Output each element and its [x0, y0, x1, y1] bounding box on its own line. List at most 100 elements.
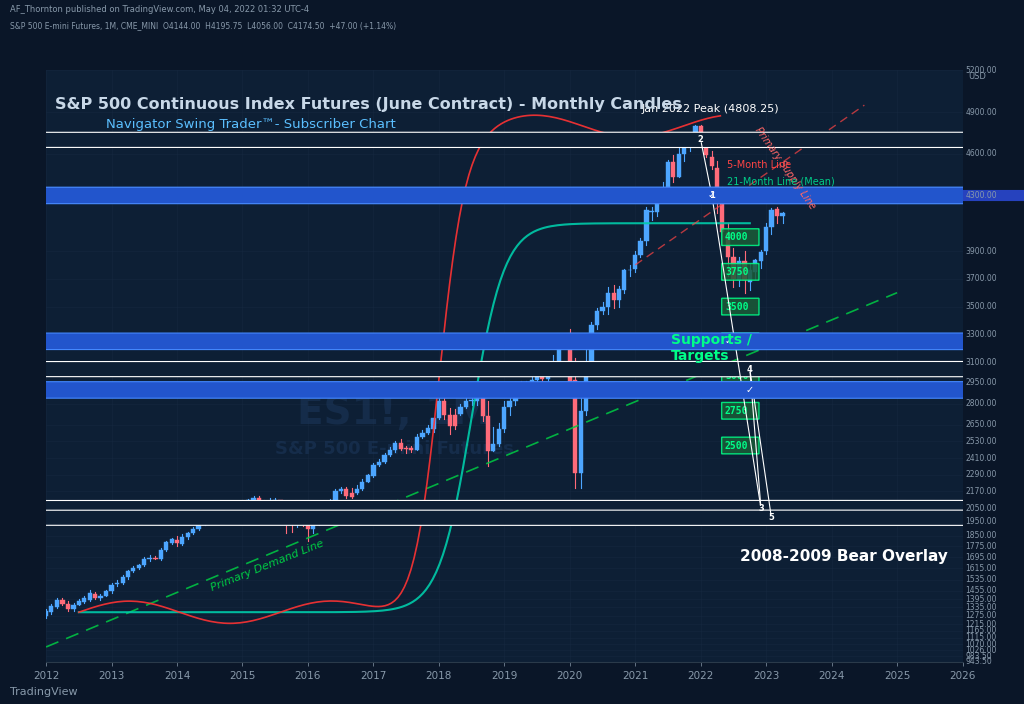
Circle shape: [0, 187, 1024, 203]
Bar: [541, 373, 545, 379]
Bar: [480, 390, 484, 415]
Bar: [126, 571, 130, 577]
Bar: [775, 209, 779, 216]
Bar: [366, 475, 371, 482]
Bar: [687, 141, 691, 144]
Bar: [703, 143, 708, 155]
Text: Jan 2022 Peak (4808.25): Jan 2022 Peak (4808.25): [642, 104, 779, 114]
Text: ✓: ✓: [724, 337, 732, 346]
Bar: [279, 500, 283, 503]
Bar: [421, 433, 425, 437]
FancyBboxPatch shape: [722, 367, 759, 384]
Text: 2: 2: [697, 135, 703, 144]
Bar: [137, 565, 141, 567]
Bar: [726, 233, 730, 256]
Text: 3000: 3000: [725, 371, 749, 381]
Bar: [49, 606, 53, 612]
Bar: [497, 429, 501, 444]
Bar: [60, 600, 65, 604]
Text: 1950.00: 1950.00: [966, 517, 997, 527]
Bar: [224, 510, 228, 517]
Text: 2050.00: 2050.00: [966, 503, 997, 513]
Bar: [44, 611, 48, 617]
Bar: [720, 196, 724, 232]
Text: 1775.00: 1775.00: [966, 542, 997, 551]
Bar: [595, 310, 599, 325]
Bar: [344, 489, 348, 496]
Bar: [377, 463, 381, 465]
Text: 1026.00: 1026.00: [966, 646, 997, 655]
Text: 943.50: 943.50: [966, 658, 992, 666]
Bar: [622, 270, 627, 290]
Text: 3300.00: 3300.00: [966, 330, 997, 339]
Bar: [164, 542, 168, 550]
Bar: [191, 529, 196, 533]
Bar: [475, 390, 479, 401]
Bar: [654, 196, 659, 212]
Bar: [219, 515, 223, 517]
Bar: [142, 559, 146, 565]
Text: ✓: ✓: [745, 385, 754, 395]
Bar: [671, 162, 676, 177]
Text: 3: 3: [758, 503, 764, 513]
Bar: [616, 289, 621, 300]
Text: USD: USD: [969, 72, 986, 81]
Bar: [349, 494, 354, 497]
Text: TradingView: TradingView: [10, 687, 78, 697]
Text: 2410.00: 2410.00: [966, 453, 997, 463]
Text: 4000: 4000: [725, 232, 749, 242]
Text: 4: 4: [746, 365, 753, 374]
Text: AF_Thornton published on TradingView.com, May 04, 2022 01:32 UTC-4: AF_Thornton published on TradingView.com…: [10, 5, 309, 14]
Bar: [186, 533, 190, 537]
Bar: [715, 168, 719, 195]
Bar: [453, 415, 458, 426]
Text: 4900.00: 4900.00: [966, 108, 997, 117]
Text: 21-Month Line (Mean): 21-Month Line (Mean): [727, 176, 835, 187]
Bar: [492, 444, 496, 451]
Circle shape: [0, 333, 1024, 350]
Bar: [753, 260, 757, 272]
Bar: [551, 362, 556, 369]
Bar: [262, 501, 266, 503]
Bar: [323, 506, 327, 514]
Text: 983.50: 983.50: [966, 652, 992, 660]
FancyBboxPatch shape: [722, 263, 759, 280]
Bar: [535, 372, 540, 380]
Text: 5: 5: [768, 513, 774, 522]
Text: Supports /
Targets: Supports / Targets: [672, 333, 753, 363]
Text: 3700.00: 3700.00: [966, 275, 997, 283]
Text: 1: 1: [709, 191, 715, 200]
Bar: [589, 325, 594, 362]
Text: 1850.00: 1850.00: [966, 532, 997, 540]
Bar: [398, 443, 403, 448]
Bar: [780, 213, 784, 216]
Text: 2290.00: 2290.00: [966, 470, 997, 479]
Bar: [759, 252, 763, 260]
Text: 1695.00: 1695.00: [966, 553, 997, 562]
Bar: [333, 491, 338, 501]
Bar: [464, 401, 468, 407]
Text: S&P 500 Continuous Index Futures (June Contract) - Monthly Candles: S&P 500 Continuous Index Futures (June C…: [55, 97, 682, 112]
Text: 3100.00: 3100.00: [966, 358, 997, 367]
Text: 3750: 3750: [725, 267, 749, 277]
Bar: [98, 596, 102, 598]
Bar: [513, 383, 517, 401]
Bar: [447, 415, 453, 426]
Text: S&P 500 E-mini Futures: S&P 500 E-mini Futures: [274, 440, 514, 458]
Text: Navigator Swing Trader™- Subscriber Chart: Navigator Swing Trader™- Subscriber Char…: [105, 118, 395, 131]
FancyBboxPatch shape: [722, 229, 759, 246]
Bar: [339, 489, 343, 491]
Bar: [415, 437, 420, 450]
Text: 3500.00: 3500.00: [966, 302, 997, 311]
Text: 2950.00: 2950.00: [966, 379, 997, 387]
Bar: [72, 605, 76, 610]
Text: 1455.00: 1455.00: [966, 586, 997, 595]
Text: 3250: 3250: [725, 337, 749, 346]
Text: 1070.00: 1070.00: [966, 640, 997, 648]
Text: 2750: 2750: [725, 406, 749, 416]
Text: ✓: ✓: [708, 191, 716, 201]
Bar: [306, 523, 310, 529]
Bar: [605, 293, 610, 306]
Bar: [208, 519, 212, 520]
Bar: [131, 567, 135, 570]
